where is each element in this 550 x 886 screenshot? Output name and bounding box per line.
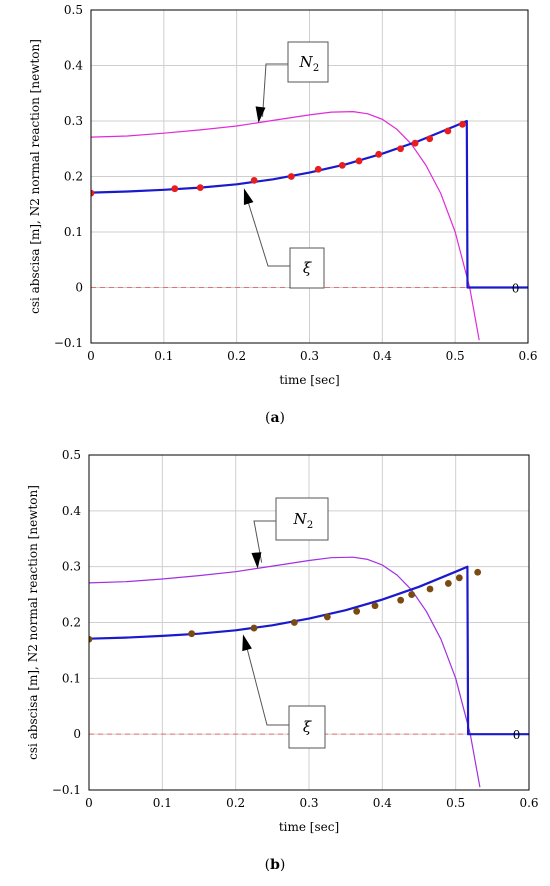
data-point [371,602,379,610]
data-point [459,120,466,128]
xi-annotation-box [289,247,325,289]
x-tick-label: 0.1 [153,796,172,810]
plot-frame [88,454,530,791]
caption-close-paren: ) [280,410,285,426]
figure-caption: (a) [265,410,285,426]
data-point [375,150,383,158]
plot-frame [90,9,529,344]
x-tick-label: 0.4 [373,796,392,810]
xi-series-line [91,119,528,289]
data-point [250,624,258,632]
caption-close-paren: ) [280,857,285,873]
n2-series-line [89,556,481,788]
data-point [188,630,196,638]
data-point [196,184,204,192]
x-tick-label: 0.3 [299,796,318,810]
data-point [397,145,404,153]
y-axis-label: csi abscisa [m], N2 normal reaction [new… [26,485,40,760]
n2-annotation-label: N [298,53,313,71]
n2-leader-line [262,63,288,117]
data-point [426,585,434,593]
y-tick-label: 0 [75,281,83,295]
data-point [89,635,93,643]
n2-annotation-box [287,41,329,83]
x-axis-label: time [sec] [279,820,339,834]
n2-annotation-box [275,497,329,541]
data-point [314,165,322,173]
y-axis-label: csi abscisa [m], N2 normal reaction [new… [28,39,42,314]
x-tick-label: 0 [87,349,95,363]
data-point [338,162,346,169]
xi-arrowhead [242,634,252,652]
y-tick-label: 0.2 [62,616,81,630]
xi-leader-line [245,644,289,726]
plot-area [91,110,528,341]
n2-leader-line [253,520,276,563]
y-tick-label: 0.3 [62,560,81,574]
xi-annotation-label: ξ [303,259,312,277]
n2-annotation-subscript: 2 [307,520,313,531]
n2-arrowhead [251,552,262,569]
xi-annotation-label: ξ [303,718,312,736]
data-point [444,580,452,587]
data-point [287,173,295,180]
y-tick-label: 0.5 [64,3,83,17]
n2-arrowhead [255,106,266,123]
data-point [397,596,405,604]
data-point [408,591,416,598]
caption-letter: b [270,857,280,873]
x-tick-label: 0.3 [300,349,319,363]
caption-letter: a [270,410,279,426]
caption-open-paren: ( [265,410,270,426]
y-tick-label: 0.4 [64,59,83,73]
data-point [355,157,363,165]
data-point [474,568,482,576]
data-point [323,613,331,621]
xi-leader-line [246,198,290,267]
data-point [444,127,452,135]
x-tick-label: 0.2 [227,349,246,363]
y-tick-label: −0.1 [54,336,83,350]
x-tick-label: 0.2 [226,796,245,810]
figure-caption: (b) [265,857,286,873]
x-tick-label: 0.6 [519,796,538,810]
n2-annotation-subscript: 2 [313,63,319,74]
xi-annotation-box [288,705,326,749]
plot-area [89,556,529,788]
x-tick-label: 0 [85,796,93,810]
data-point [353,607,361,615]
data-point [250,176,258,184]
x-tick-label: 0.5 [446,796,465,810]
x-axis-label: time [sec] [279,373,339,387]
y-tick-label: 0.5 [62,448,81,462]
x-tick-label: 0.6 [518,349,537,363]
data-point [455,574,463,582]
y-tick-label: 0.1 [62,671,81,685]
n2-annotation-label: N [292,510,307,528]
x-tick-label: 0.5 [446,349,465,363]
data-point [426,135,434,143]
n2-series-line [91,110,480,341]
data-point [171,185,179,193]
data-point [411,139,419,147]
x-tick-label: 0.1 [154,349,173,363]
y-tick-label: 0.2 [64,170,83,184]
y-tick-label: −0.1 [52,783,81,797]
data-point [290,619,298,626]
y-tick-label: 0.1 [64,225,83,239]
chart-panel-a: 0 0.1 0.2 0.3 0.4 0.5 0.6 −0.1 0 0.1 0.2 0.3 0.4 0.5 t… [28,3,538,426]
x-tick-label: 0.4 [373,349,392,363]
data-point [91,189,95,197]
chart-panel-b: 0 0.1 0.2 0.3 0.4 0.5 0.6 −0.1 0 0.1 0.2 0.3 0.4 0.5 t… [26,448,539,873]
end-value-label: 0 [512,282,520,296]
xi-arrowhead [243,188,254,206]
y-tick-label: 0 [73,727,81,741]
caption-open-paren: ( [265,857,270,873]
y-tick-label: 0.3 [64,114,83,128]
end-value-label: 0 [513,728,521,742]
y-tick-label: 0.4 [62,504,81,518]
